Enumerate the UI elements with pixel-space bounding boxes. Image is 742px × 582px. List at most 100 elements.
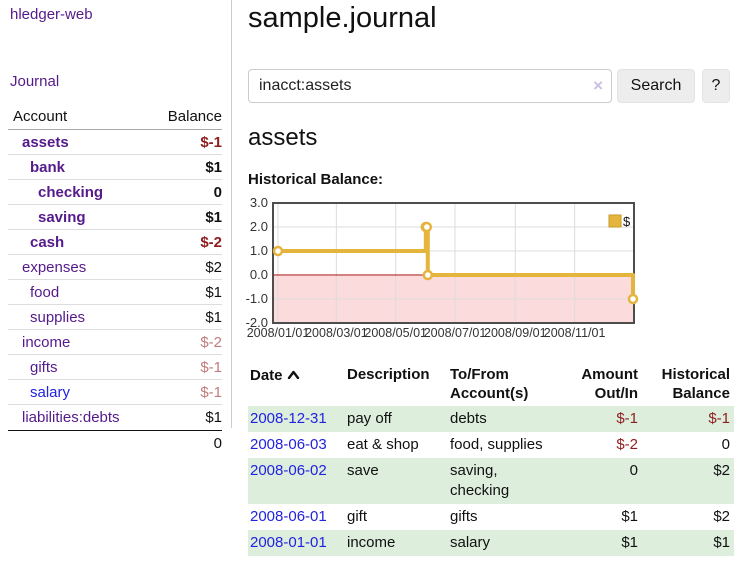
clear-search-icon[interactable]: × bbox=[593, 76, 603, 95]
account-link-food[interactable]: food bbox=[30, 283, 60, 301]
account-balance: $-1 bbox=[200, 358, 222, 376]
transaction-accounts: debts bbox=[450, 410, 487, 427]
transaction-amount: $1 bbox=[621, 534, 638, 551]
account-row: income $-2 bbox=[8, 330, 222, 355]
accounts-total-value: 0 bbox=[213, 434, 222, 452]
transaction-amount: $-2 bbox=[616, 436, 638, 453]
transaction-accounts: salary bbox=[450, 534, 491, 551]
account-link-income[interactable]: income bbox=[22, 333, 71, 351]
svg-text:2008/05/01: 2008/05/01 bbox=[364, 326, 427, 340]
search-button[interactable]: Search bbox=[617, 69, 695, 103]
register-table: Date Description To/From Account(s) Amou… bbox=[248, 362, 734, 556]
account-row: saving $1 bbox=[8, 205, 222, 230]
accounts-header: Account Balance bbox=[8, 106, 222, 130]
transaction-date-link[interactable]: 2008-01-01 bbox=[250, 534, 327, 551]
register-header-row: Date Description To/From Account(s) Amou… bbox=[248, 362, 734, 406]
account-link-supplies[interactable]: supplies bbox=[30, 308, 86, 326]
account-link-liabilities-debts[interactable]: liabilities:debts bbox=[22, 409, 120, 426]
transaction-description: gift bbox=[347, 508, 368, 525]
sidebar-divider bbox=[231, 0, 232, 428]
page-title: sample.journal bbox=[248, 2, 437, 34]
transaction-accounts: food, supplies bbox=[450, 436, 543, 453]
register-row: 2008-06-01 gift gifts $1 $2 bbox=[248, 504, 734, 530]
account-link-cash[interactable]: cash bbox=[30, 233, 65, 251]
transaction-accounts: gifts bbox=[450, 508, 478, 525]
accounts-panel: Account Balance assets $-1 bank $1 checking 0… bbox=[8, 106, 222, 455]
transaction-balance: $1 bbox=[713, 534, 730, 551]
accounts-total-row: 0 bbox=[8, 430, 222, 455]
account-row: supplies $1 bbox=[8, 305, 222, 330]
svg-text:2008/07/01: 2008/07/01 bbox=[424, 326, 487, 340]
help-button[interactable]: ? bbox=[702, 69, 730, 103]
account-balance: $1 bbox=[205, 208, 222, 226]
svg-text:2008/11/01: 2008/11/01 bbox=[544, 326, 606, 340]
transaction-amount: $1 bbox=[621, 508, 638, 525]
transaction-date-link[interactable]: 2008-06-01 bbox=[250, 508, 327, 525]
account-row: cash $-2 bbox=[8, 230, 222, 255]
account-link-expenses[interactable]: expenses bbox=[22, 258, 87, 276]
transaction-balance: 0 bbox=[721, 436, 730, 453]
account-balance: $1 bbox=[205, 308, 222, 326]
transaction-description: save bbox=[347, 462, 379, 479]
accounts-header-balance: Balance bbox=[167, 108, 222, 125]
account-balance: $-2 bbox=[200, 233, 222, 251]
account-balance: $2 bbox=[205, 258, 222, 276]
account-balance: 0 bbox=[213, 183, 222, 201]
svg-text:1.0: 1.0 bbox=[250, 243, 268, 258]
chart-label: Historical Balance: bbox=[248, 171, 384, 188]
transaction-date-link[interactable]: 2008-06-03 bbox=[250, 436, 327, 453]
svg-text:3.0: 3.0 bbox=[250, 195, 268, 210]
transaction-balance: $2 bbox=[713, 508, 730, 525]
search-input[interactable] bbox=[248, 69, 612, 103]
account-link-bank[interactable]: bank bbox=[30, 158, 66, 176]
account-link-gifts[interactable]: gifts bbox=[30, 358, 58, 376]
account-row: gifts $-1 bbox=[8, 355, 222, 380]
account-row: food $1 bbox=[8, 280, 222, 305]
svg-text:2008/01/01: 2008/01/01 bbox=[247, 326, 310, 340]
account-balance: $1 bbox=[205, 158, 222, 176]
date-header-label: Date bbox=[250, 367, 283, 384]
transaction-amount: 0 bbox=[629, 462, 638, 479]
account-row: checking 0 bbox=[8, 180, 222, 205]
transaction-amount: $-1 bbox=[616, 410, 638, 427]
transaction-description: income bbox=[347, 534, 396, 551]
svg-text:2.0: 2.0 bbox=[250, 219, 268, 234]
account-row: expenses $2 bbox=[8, 255, 222, 280]
svg-text:-1.0: -1.0 bbox=[246, 291, 268, 306]
account-balance: $-2 bbox=[200, 333, 222, 351]
transaction-date-link[interactable]: 2008-06-02 bbox=[250, 462, 327, 479]
transaction-accounts: saving, checking bbox=[450, 462, 510, 499]
register-header-amount: Amount Out/In bbox=[581, 366, 638, 402]
register-header-description: Description bbox=[347, 366, 430, 383]
svg-text:2008/09/01: 2008/09/01 bbox=[484, 326, 547, 340]
account-link-assets[interactable]: assets bbox=[22, 133, 69, 151]
account-row: salary $-1 bbox=[8, 380, 222, 405]
account-link-checking[interactable]: checking bbox=[38, 183, 104, 201]
account-row: liabilities:debts $1 bbox=[8, 405, 222, 430]
account-link-salary[interactable]: salary bbox=[30, 383, 71, 401]
search-box: × bbox=[248, 69, 612, 103]
register-row: 2008-06-03 eat & shop food, supplies $-2 0 bbox=[248, 432, 734, 458]
transaction-balance: $2 bbox=[713, 462, 730, 479]
register-header-date[interactable]: Date bbox=[248, 362, 345, 406]
account-link-saving[interactable]: saving bbox=[38, 208, 86, 226]
register-header-account: To/From Account(s) bbox=[450, 366, 529, 402]
transaction-date-link[interactable]: 2008-12-31 bbox=[250, 410, 327, 427]
sidebar: hledger-web Journal Account Balance asse… bbox=[0, 0, 232, 582]
account-heading: assets bbox=[248, 124, 318, 151]
svg-text:0.0: 0.0 bbox=[250, 267, 268, 282]
transaction-description: pay off bbox=[347, 410, 392, 427]
sidebar-item-journal[interactable]: Journal bbox=[10, 73, 60, 90]
account-balance: $-1 bbox=[200, 133, 222, 151]
accounts-header-account: Account bbox=[13, 108, 68, 125]
transaction-balance: $-1 bbox=[708, 410, 730, 427]
svg-text:-2.0: -2.0 bbox=[246, 315, 268, 330]
sort-asc-icon bbox=[287, 365, 300, 384]
register-header-balance: Historical Balance bbox=[661, 366, 730, 402]
register-row: 2008-06-02 save saving, checking 0 $2 bbox=[248, 458, 734, 504]
account-balance: $-1 bbox=[200, 383, 222, 401]
svg-text:$: $ bbox=[623, 214, 631, 229]
account-row: bank $1 bbox=[8, 155, 222, 180]
app-title-link[interactable]: hledger-web bbox=[10, 6, 93, 23]
account-row: assets $-1 bbox=[8, 130, 222, 155]
